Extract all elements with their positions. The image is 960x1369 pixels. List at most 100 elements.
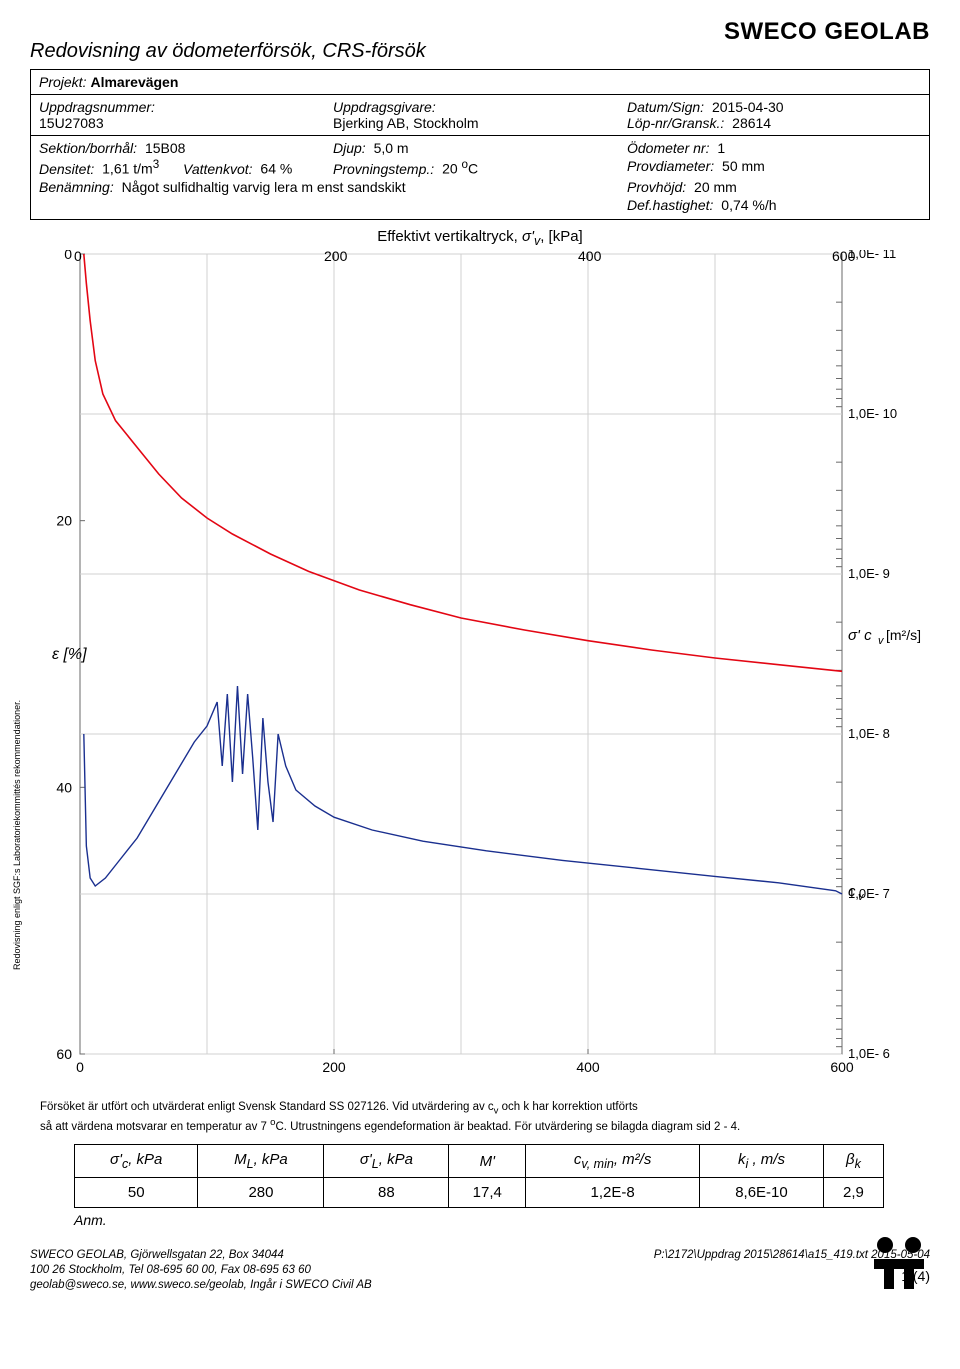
provtemp-c: C — [468, 161, 478, 177]
meta-row-sample: Sektion/borrhål: 15B08 Djup: 5,0 m Ödome… — [31, 136, 929, 219]
provdiameter-value: 50 mm — [722, 158, 765, 174]
x-tick-top: 200 — [324, 248, 347, 264]
footer-address-2: 100 26 Stockholm, Tel 08-695 60 00, Fax … — [30, 1263, 372, 1278]
footnote-text-1: Försöket är utfört och utvärderat enligt… — [40, 1101, 494, 1113]
vattenkvot-value: 64 % — [260, 161, 292, 177]
results-header-row: σ'c, kPaML, kPaσ'L, kPaM'cv, min, m²/ski… — [75, 1145, 884, 1178]
footer-address-3: geolab@sweco.se, www.sweco.se/geolab, In… — [30, 1278, 372, 1293]
provdiameter-cell: Provdiameter: 50 mm — [627, 158, 921, 177]
svg-text:400: 400 — [576, 1059, 600, 1075]
results-data-cell: 2,9 — [823, 1178, 883, 1208]
sektion-label: Sektion/borrhål: — [39, 140, 137, 156]
djup-label: Djup: — [333, 140, 366, 156]
results-header-cell: βk — [823, 1145, 883, 1178]
datum-value: 2015-04-30 — [712, 99, 784, 115]
densitet-value: 1,61 t/m — [102, 161, 153, 177]
provtemp-cell: Provningstemp.: 20 oC — [333, 158, 627, 177]
svg-text:v: v — [878, 635, 885, 647]
results-data-cell: 8,6E-10 — [700, 1178, 824, 1208]
svg-text:20: 20 — [56, 512, 72, 528]
svg-text:600: 600 — [830, 1059, 854, 1075]
densitet-label: Densitet: — [39, 161, 94, 177]
results-data-cell: 1,2E-8 — [526, 1178, 700, 1208]
benamning-cell: Benämning: Något sulfidhaltig varvig ler… — [39, 179, 627, 195]
svg-text:1,0E- 9: 1,0E- 9 — [848, 566, 890, 581]
provdiameter-label: Provdiameter: — [627, 158, 714, 174]
svg-text:60: 60 — [56, 1046, 72, 1062]
svg-text:ε [%]: ε [%] — [52, 646, 87, 663]
chart-svg: 1,0E- 111,0E- 101,0E- 91,0E- 81,0E- 71,0… — [36, 250, 924, 1090]
uppdragsgivare-cell: Uppdragsgivare: Bjerking AB, Stockholm — [333, 99, 627, 131]
chart-side-note: Redovisning enligt SGF:s Laboratoriekomm… — [12, 700, 22, 970]
chart-title-prefix: Effektivt vertikaltryck, — [377, 228, 522, 245]
uppdragsgivare-value: Bjerking AB, Stockholm — [333, 115, 627, 131]
footnote-text-2: så att värdena motsvarar en temperatur a… — [40, 1121, 270, 1133]
svg-text:0: 0 — [64, 250, 72, 262]
results-header-cell: σ'c, kPa — [75, 1145, 198, 1178]
chart-title: Effektivt vertikaltryck, σ'v, [kPa] — [377, 228, 582, 248]
results-header-cell: σ'L, kPa — [324, 1145, 449, 1178]
sektion-cell: Sektion/borrhål: 15B08 — [39, 140, 333, 156]
djup-cell: Djup: 5,0 m — [333, 140, 627, 156]
meta-row-projekt: Projekt: Almarevägen — [31, 70, 929, 95]
x-tick-top: 0 — [74, 248, 82, 264]
vattenkvot-label: Vattenkvot: — [183, 161, 253, 177]
lopnr-label: Löp-nr/Gransk.: — [627, 115, 724, 131]
densitet-exp: 3 — [153, 158, 159, 171]
datum-label: Datum/Sign: — [627, 99, 704, 115]
results-data-row: 502808817,41,2E-88,6E-102,9 — [75, 1178, 884, 1208]
djup-value: 5,0 m — [374, 140, 409, 156]
densitet-cell: Densitet: 1,61 t/m3 Vattenkvot: 64 % — [39, 158, 333, 177]
results-data-cell: 50 — [75, 1178, 198, 1208]
results-data-cell: 17,4 — [449, 1178, 526, 1208]
page: SWECO GEOLAB Redovisning av ödometerförs… — [0, 0, 960, 1313]
lopnr-value: 28614 — [732, 115, 771, 131]
x-tick-top: 600 — [832, 248, 855, 264]
provtemp-label: Provningstemp.: — [333, 161, 434, 177]
sgf-logo-icon — [868, 1231, 930, 1293]
svg-text:c: c — [848, 883, 856, 900]
meta-row-uppdrag: Uppdragsnummer: 15U27083 Uppdragsgivare:… — [31, 95, 929, 136]
odometer-value: 1 — [717, 140, 725, 156]
projekt-value: Almarevägen — [90, 74, 178, 90]
provhojd-label: Provhöjd: — [627, 179, 686, 195]
footnote-text-3: C. Utrustningens egendeformation är beak… — [275, 1121, 740, 1133]
footer-left: SWECO GEOLAB, Gjörwellsgatan 22, Box 340… — [30, 1248, 372, 1293]
results-header-cell: ML, kPa — [198, 1145, 324, 1178]
results-data-cell: 88 — [324, 1178, 449, 1208]
svg-text:σ' c: σ' c — [848, 627, 872, 644]
projekt-label: Projekt: — [39, 74, 86, 90]
provtemp-value: 20 — [442, 161, 461, 177]
chart-title-suffix: , [kPa] — [540, 228, 583, 245]
svg-text:[m²/s]: [m²/s] — [886, 627, 921, 643]
svg-text:1,0E- 6: 1,0E- 6 — [848, 1046, 890, 1061]
uppdragsnummer-value: 15U27083 — [39, 115, 333, 131]
svg-text:0: 0 — [76, 1059, 84, 1075]
defhast-label: Def.hastighet: — [627, 197, 713, 213]
chart-title-sigma: σ' — [522, 228, 534, 245]
svg-text:1,0E- 10: 1,0E- 10 — [848, 406, 897, 421]
uppdragsnummer-cell: Uppdragsnummer: 15U27083 — [39, 99, 333, 131]
odometer-cell: Ödometer nr: 1 — [627, 140, 921, 156]
provhojd-value: 20 mm — [694, 179, 737, 195]
defhast-value: 0,74 %/h — [721, 197, 776, 213]
benamning-label: Benämning: — [39, 179, 114, 195]
results-header-cell: cv, min, m²/s — [526, 1145, 700, 1178]
results-data-cell: 280 — [198, 1178, 324, 1208]
notes-label: Anm. — [74, 1212, 930, 1228]
results-header-cell: ki , m/s — [700, 1145, 824, 1178]
svg-text:40: 40 — [56, 779, 72, 795]
svg-text:1,0E- 8: 1,0E- 8 — [848, 726, 890, 741]
chart-area: Effektivt vertikaltryck, σ'v, [kPa] Redo… — [36, 250, 924, 1090]
page-footer: SWECO GEOLAB, Gjörwellsgatan 22, Box 340… — [30, 1248, 930, 1293]
x-tick-top: 400 — [578, 248, 601, 264]
results-header-cell: M' — [449, 1145, 526, 1178]
brand-logo-text: SWECO GEOLAB — [724, 18, 930, 46]
uppdragsgivare-label: Uppdragsgivare: — [333, 99, 627, 115]
odometer-label: Ödometer nr: — [627, 140, 709, 156]
datum-cell: Datum/Sign: 2015-04-30 Löp-nr/Gransk.: 2… — [627, 99, 921, 131]
header-metadata-box: Projekt: Almarevägen Uppdragsnummer: 15U… — [30, 69, 930, 220]
svg-text:200: 200 — [322, 1059, 346, 1075]
benamning-value: Något sulfidhaltig varvig lera m enst sa… — [122, 179, 406, 195]
chart-footnote: Försöket är utfört och utvärderat enligt… — [40, 1100, 920, 1134]
